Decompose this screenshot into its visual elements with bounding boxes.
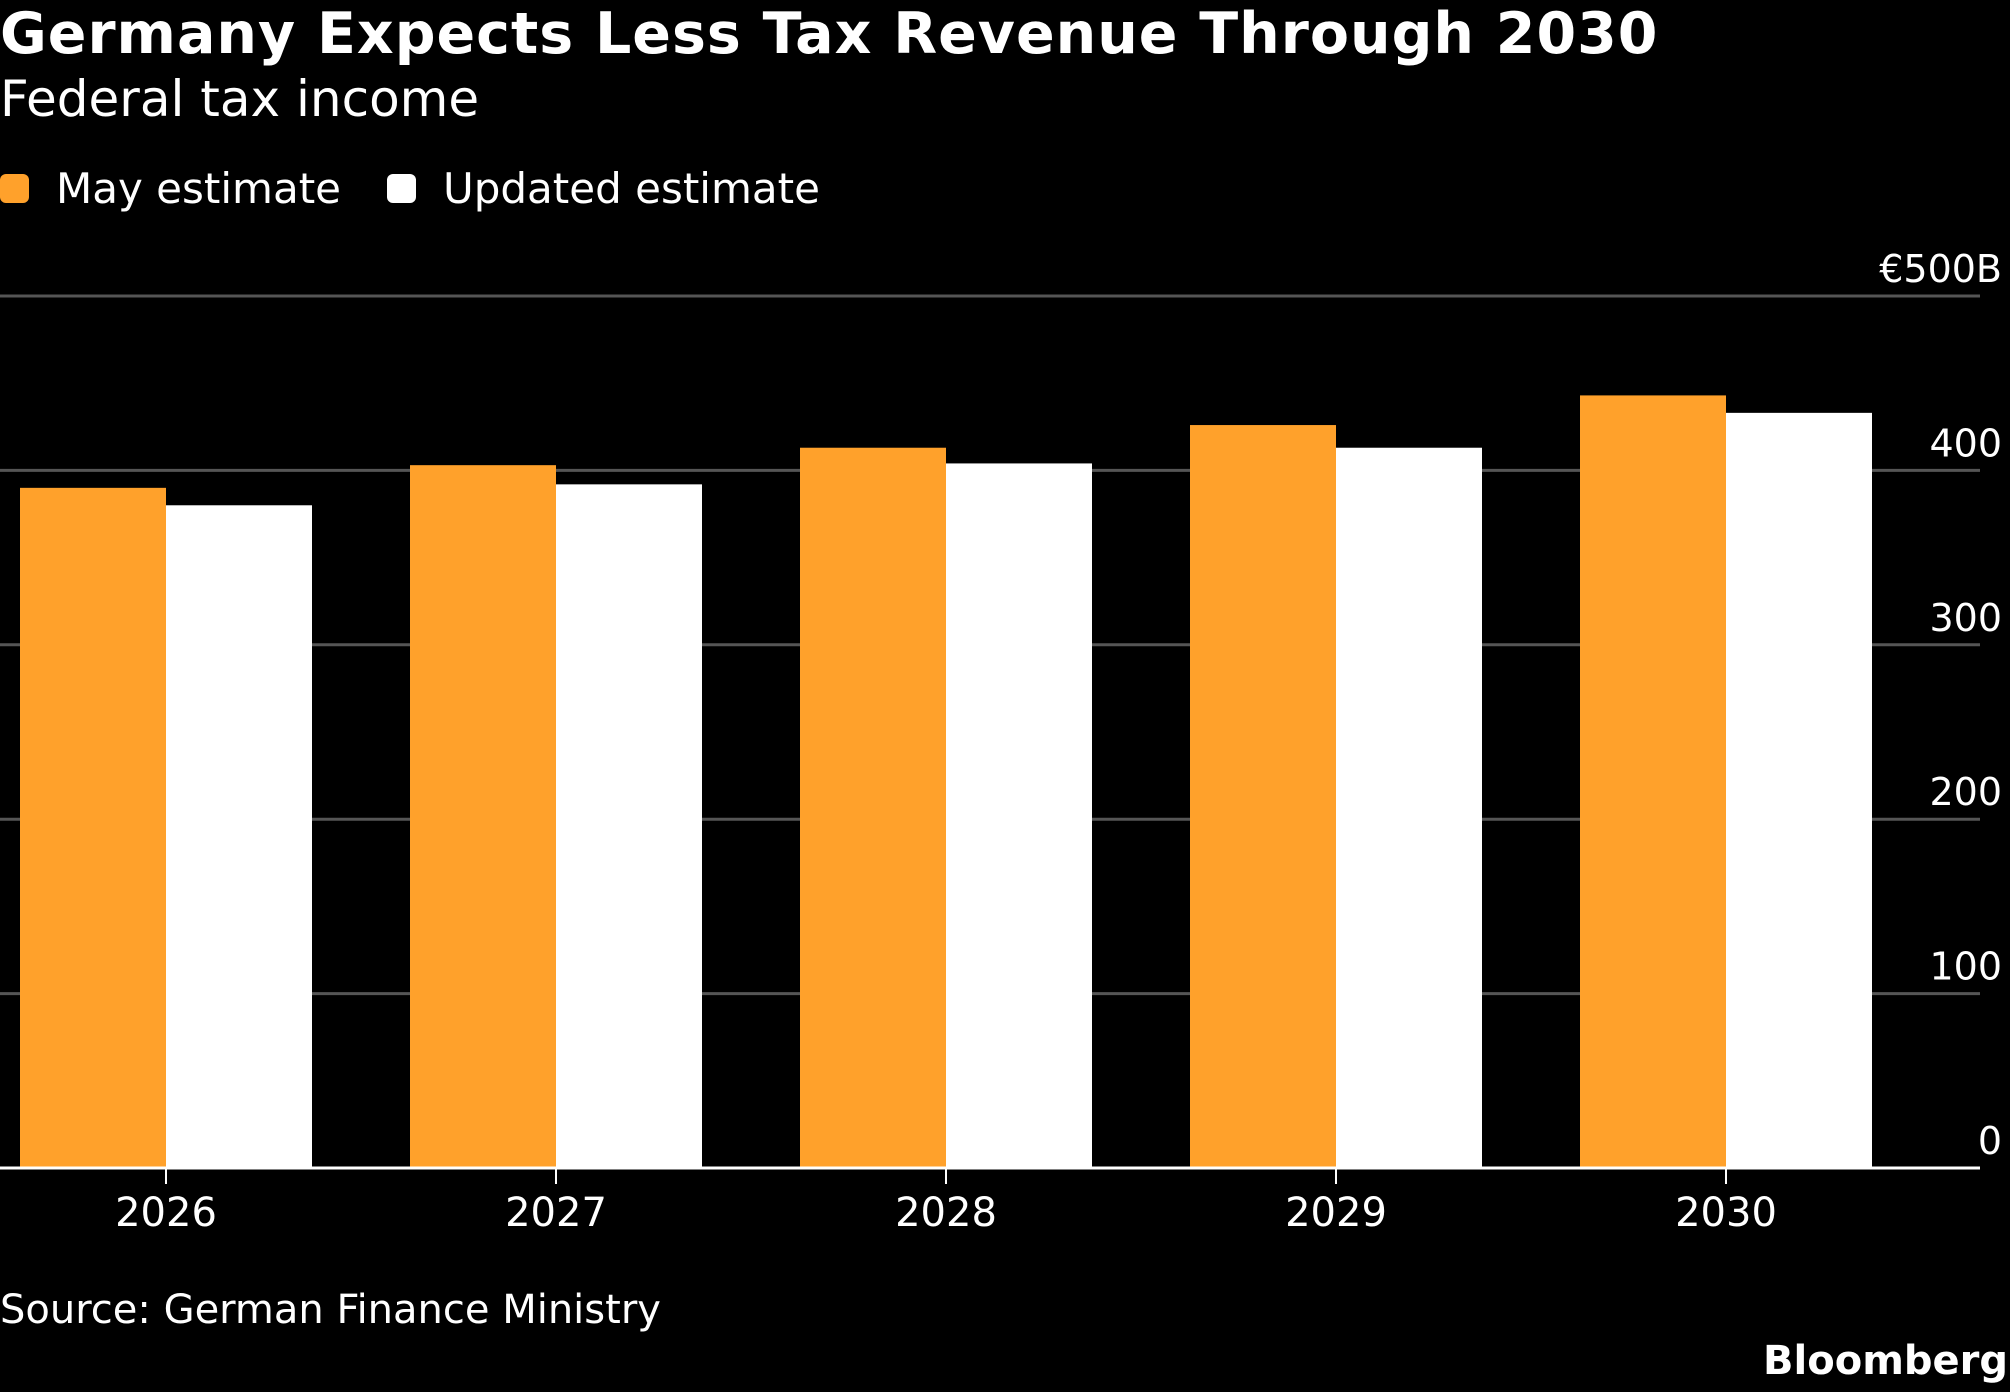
x-tick-label: 2029	[1285, 1190, 1387, 1236]
legend-label-may: May estimate	[56, 163, 341, 213]
legend-swatch-may	[0, 173, 29, 203]
legend-label-updated: Updated estimate	[443, 163, 820, 213]
bar-updated-2028	[946, 463, 1092, 1168]
bar-may-2030	[1580, 395, 1726, 1169]
legend-swatch-updated	[387, 173, 416, 203]
y-tick-label: 0	[1978, 1119, 2002, 1163]
bar-may-2029	[1190, 425, 1336, 1168]
y-tick-label: 200	[1929, 770, 2002, 814]
source-note: Source: German Finance Ministry	[0, 1287, 661, 1333]
y-tick-label: 100	[1929, 945, 2002, 989]
x-tick-label: 2026	[115, 1190, 217, 1236]
y-tick-label: €500B	[1879, 247, 2002, 291]
bar-may-2027	[410, 465, 556, 1169]
chart-subtitle: Federal tax income	[0, 70, 480, 128]
bar-may-2028	[800, 447, 946, 1168]
bar-updated-2027	[556, 484, 702, 1168]
bar-updated-2029	[1336, 447, 1482, 1168]
bar-updated-2026	[166, 505, 312, 1168]
x-tick-label: 2030	[1675, 1190, 1777, 1236]
legend-item-may: May estimate	[0, 164, 341, 213]
y-tick-label: 300	[1929, 596, 2002, 640]
x-tick-label: 2027	[505, 1190, 607, 1236]
bloomberg-logo: Bloomberg	[1763, 1338, 2008, 1384]
bar-updated-2030	[1726, 412, 1872, 1168]
chart-title: Germany Expects Less Tax Revenue Through…	[0, 1, 1659, 67]
bar-may-2026	[20, 487, 166, 1169]
y-tick-label: 400	[1929, 421, 2002, 465]
legend-item-updated: Updated estimate	[387, 164, 820, 213]
legend: May estimate Updated estimate	[0, 160, 866, 216]
x-tick-label: 2028	[895, 1190, 997, 1236]
